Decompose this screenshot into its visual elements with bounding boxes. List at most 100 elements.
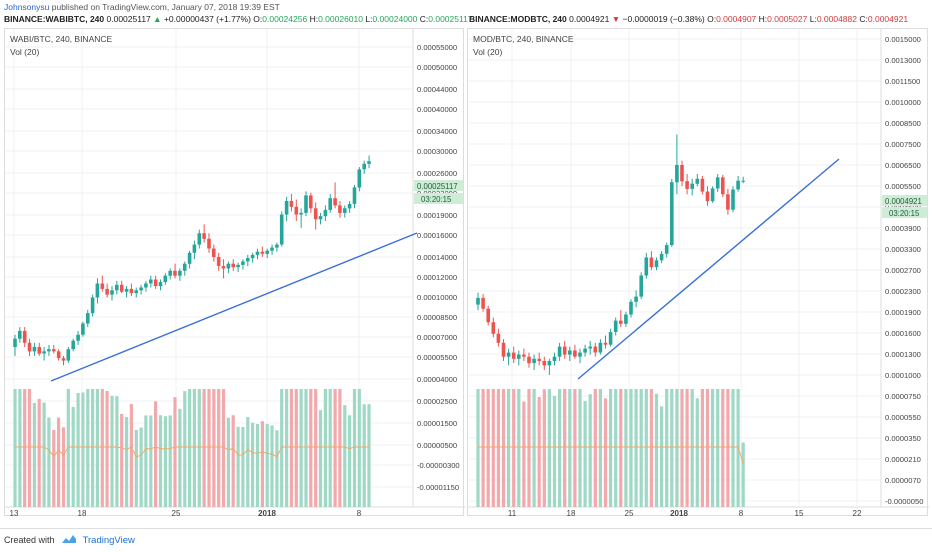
candle-body <box>532 358 536 364</box>
candle-body <box>710 188 715 202</box>
y-tick-label: 0.0001900 <box>885 308 921 317</box>
candle-body <box>202 233 206 239</box>
left-chart-svg[interactable]: 0.00055000 0.00050000 0.00044000 0.00040000… <box>5 29 465 517</box>
x-tick-label: 15 <box>795 509 804 517</box>
candles <box>476 134 745 375</box>
tradingview-brand-link[interactable]: TradingView <box>82 535 135 546</box>
right-chart-svg[interactable]: 0.0015000 0.0013000 0.0011500 0.0010000 0.00… <box>468 29 929 517</box>
y-tick-label: 0.0005500 <box>885 182 921 191</box>
y-tick-label: 0.00044000 <box>417 85 457 94</box>
volume-bar <box>476 389 480 507</box>
volume-bar <box>609 389 613 507</box>
candle-body <box>367 161 371 164</box>
y-tick-label: 0.0000350 <box>885 434 921 443</box>
candle-body <box>343 208 347 213</box>
candle-body <box>255 251 260 255</box>
volume-bar <box>27 389 32 507</box>
volume-bar <box>588 394 592 507</box>
volume-bar <box>654 393 659 507</box>
volume-bar <box>42 402 46 507</box>
volume-bar <box>512 389 516 507</box>
x-tick-label: 8 <box>357 509 362 517</box>
volume-bar <box>299 389 303 507</box>
volume-bar <box>265 424 269 507</box>
volume-bar <box>593 389 597 507</box>
candle-body <box>115 284 119 291</box>
candle-body <box>690 183 694 189</box>
volume-bar <box>241 427 245 507</box>
countdown-bg <box>414 193 463 204</box>
volume-bar <box>285 389 289 507</box>
y-tick-label: 0.00012000 <box>417 273 457 282</box>
volume-bar <box>522 401 526 507</box>
volume-bar <box>61 427 66 507</box>
candle-body <box>61 358 66 361</box>
left-o-label: O: <box>253 14 263 24</box>
candle-body <box>593 346 598 353</box>
candle-body <box>527 356 531 364</box>
candle-body <box>279 214 284 245</box>
y-tick-label: 0.0001600 <box>885 329 921 338</box>
volume-bar <box>18 389 22 507</box>
candle-body <box>178 270 182 276</box>
candle-body <box>664 245 669 254</box>
y-tick-label: 0.0001000 <box>885 371 921 380</box>
volume-bar <box>532 389 536 507</box>
volume-bar <box>573 389 577 507</box>
volume-bar <box>323 389 327 507</box>
candle-body <box>32 347 37 352</box>
volume-bar <box>711 389 715 507</box>
candle-body <box>216 257 221 266</box>
x-tick-label: 8 <box>739 509 744 517</box>
volume-bar <box>32 402 36 507</box>
volume-bar <box>552 396 557 507</box>
left-chart-panel[interactable]: 0.00055000 0.00050000 0.00044000 0.00040000… <box>4 28 465 517</box>
right-chart-panel[interactable]: 0.0015000 0.0013000 0.0011500 0.0010000 0.00… <box>467 28 929 517</box>
volume-bar <box>221 389 226 507</box>
candle-body <box>192 244 197 253</box>
left-change-arrow-icon: ▲ <box>153 14 162 24</box>
volume-bar <box>624 389 628 507</box>
candle-body <box>207 238 211 249</box>
countdown-label: 03:20:15 <box>889 209 920 218</box>
publish-info: published on TradingView.com, January 07… <box>51 2 280 12</box>
volume-bar <box>251 422 255 507</box>
volume-bar <box>207 389 211 507</box>
candle-body <box>289 201 294 207</box>
volume-bar <box>173 397 177 507</box>
volume-bar <box>66 389 70 507</box>
candle-body <box>270 247 274 251</box>
candle-body <box>81 323 85 335</box>
candle-body <box>163 275 168 283</box>
volume-bars <box>13 389 371 507</box>
volume-bar <box>110 395 114 507</box>
volume-bar <box>13 389 17 507</box>
last-price-bg <box>414 180 463 191</box>
right-c-label: C: <box>859 14 868 24</box>
volume-bar <box>129 404 133 507</box>
volume-bar <box>542 389 546 507</box>
right-ohlc-bar: BINANCE:MODBTC, 240 0.0004921 ▼ −0.00000… <box>469 13 908 26</box>
candle-body <box>260 251 265 254</box>
author-link[interactable]: Johnsonysu <box>4 2 50 12</box>
volume-bar <box>149 415 153 507</box>
candle-body <box>241 261 245 265</box>
volume-bar <box>270 425 274 507</box>
candle-body <box>71 340 75 350</box>
right-pane-title: MOD/BTC, 240, BINANCE <box>473 34 574 44</box>
candle-body <box>705 191 710 202</box>
y-tick-label: 0.00016000 <box>417 231 457 240</box>
volume-bar <box>144 415 148 507</box>
volume-bar <box>188 389 192 507</box>
candle-body <box>486 308 490 323</box>
volume-bar <box>680 389 684 507</box>
volume-bar <box>192 389 196 507</box>
candle-body <box>100 283 105 289</box>
volume-bar <box>726 389 730 507</box>
candle-body <box>309 195 313 209</box>
candle-body <box>352 187 357 204</box>
last-price-label: 0.00025117 <box>417 182 458 191</box>
candle-body <box>583 348 587 353</box>
left-low: 0.00024000 <box>372 14 418 24</box>
volume-bar <box>558 389 562 507</box>
